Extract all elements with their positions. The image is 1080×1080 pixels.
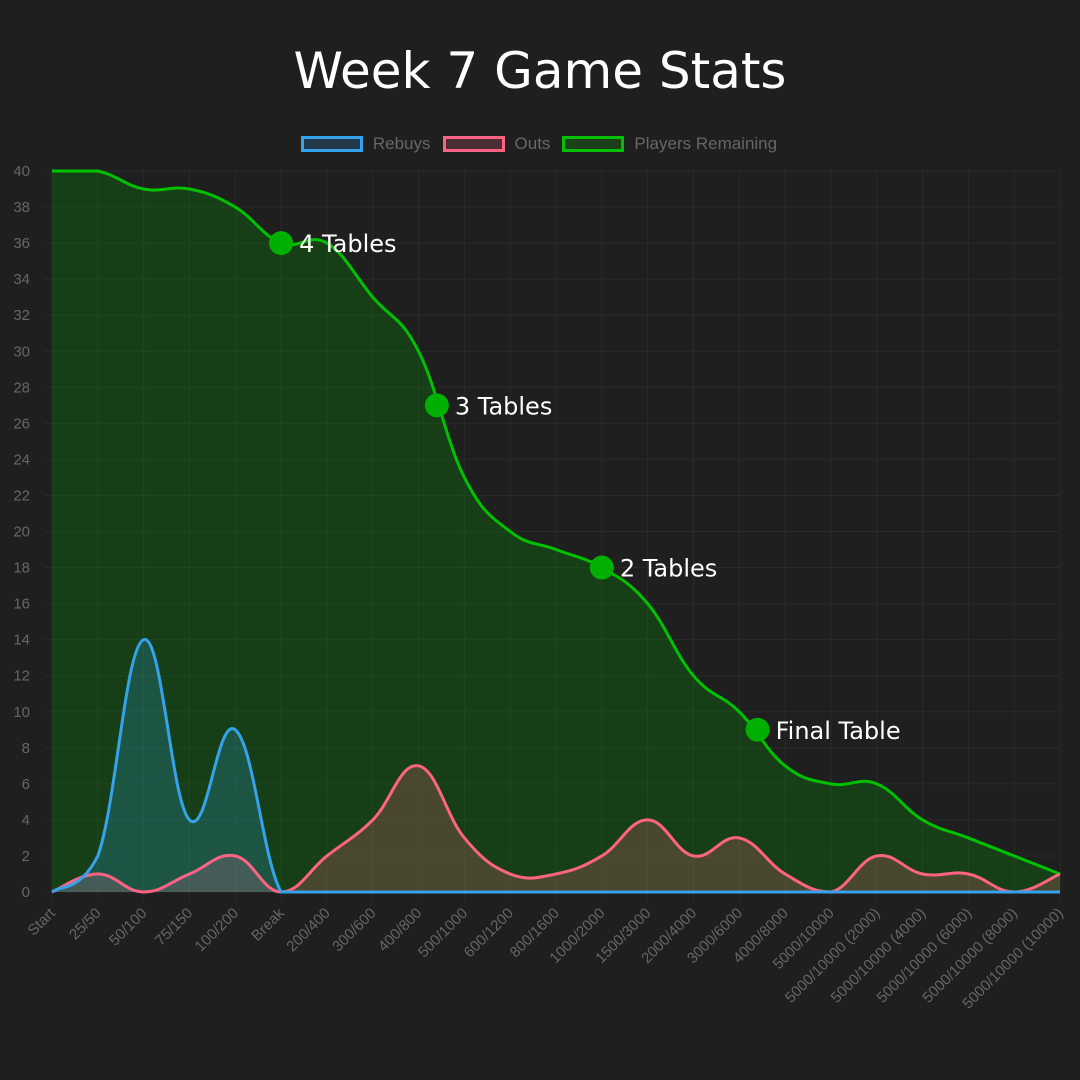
x-tick-label: 200/400: [283, 905, 333, 955]
y-tick-label: 10: [13, 704, 30, 721]
y-tick-label: 14: [13, 632, 30, 649]
y-tick-label: 6: [22, 776, 30, 793]
line-rebuys: [51, 638, 1060, 894]
annotation-label: 4 Tables: [299, 230, 396, 258]
y-tick-label: 8: [22, 740, 30, 757]
legend-swatch-outs: [442, 136, 505, 152]
x-tick-label: 75/150: [152, 905, 196, 949]
y-tick-label: 16: [13, 596, 30, 613]
legend-label: Players Remaining: [634, 134, 778, 153]
y-tick-label: 12: [13, 668, 30, 685]
annotation-label: 2 Tables: [620, 555, 717, 583]
annotation-point: [745, 717, 770, 742]
y-tick-label: 26: [13, 415, 30, 432]
x-tick-label: 300/600: [329, 905, 379, 955]
x-tick-label: Start: [24, 904, 59, 939]
annotation-point: [269, 231, 294, 256]
line-outs: [51, 764, 1061, 894]
x-tick-label: Break: [248, 904, 288, 944]
annotation-point: [424, 393, 449, 418]
annotation-point: [589, 555, 614, 580]
y-tick-label: 28: [13, 379, 30, 396]
legend-item-outs[interactable]: Outs: [442, 134, 551, 154]
y-tick-label: 40: [13, 163, 30, 180]
area-outs: [52, 765, 1060, 892]
y-tick-label: 24: [13, 451, 30, 468]
annotation-label: Final Table: [776, 717, 901, 745]
y-tick-label: 2: [22, 848, 30, 865]
legend: Rebuys Outs Players Remaining: [0, 134, 1080, 154]
area-players-remaining: [52, 171, 1060, 892]
legend-item-players-remaining[interactable]: Players Remaining: [562, 134, 777, 154]
x-tick-label: 600/1200: [461, 905, 517, 961]
y-tick-label: 36: [13, 235, 30, 252]
annotation-label: 3 Tables: [455, 392, 552, 420]
y-tick-label: 0: [22, 884, 30, 901]
legend-item-rebuys[interactable]: Rebuys: [300, 134, 431, 154]
chart-title: Week 7 Game Stats: [293, 42, 787, 100]
x-tick-label: 100/200: [192, 905, 242, 955]
area-rebuys: [52, 639, 1060, 892]
y-tick-label: 4: [22, 812, 30, 829]
y-tick-label: 30: [13, 343, 30, 360]
legend-label: Rebuys: [372, 134, 431, 153]
y-tick-label: 34: [13, 271, 30, 288]
y-tick-label: 22: [13, 487, 30, 504]
y-tick-label: 38: [13, 199, 30, 216]
y-tick-label: 18: [13, 560, 30, 577]
y-tick-label: 20: [13, 524, 30, 541]
legend-label: Outs: [514, 134, 551, 153]
x-tick-label: 500/1000: [415, 905, 471, 961]
y-tick-label: 32: [13, 307, 30, 324]
legend-swatch-players: [562, 136, 625, 152]
legend-swatch-rebuys: [300, 136, 363, 152]
x-tick-label: 25/50: [66, 905, 105, 944]
x-tick-label: 50/100: [106, 905, 150, 949]
line-players-remaining: [51, 169, 1061, 876]
